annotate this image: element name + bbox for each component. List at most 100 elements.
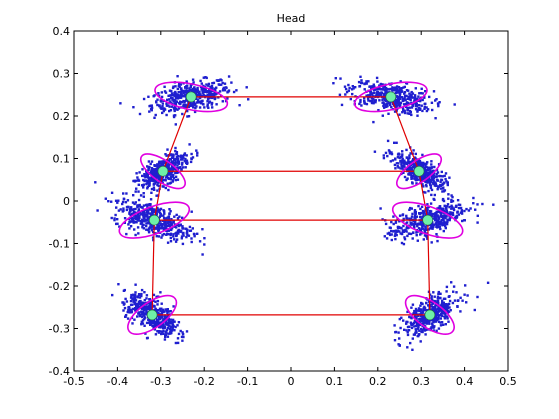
scatter-point — [435, 212, 438, 215]
scatter-point — [398, 87, 401, 90]
scatter-point — [391, 88, 394, 91]
scatter-point — [371, 92, 374, 95]
scatter-point — [163, 212, 166, 215]
scatter-point — [403, 159, 406, 162]
scatter-point — [121, 200, 125, 204]
scatter-point — [165, 309, 169, 313]
scatter-point — [351, 85, 354, 88]
scatter-point — [392, 222, 395, 226]
scatter-point — [190, 237, 193, 240]
scatter-point — [174, 157, 177, 161]
scatter-point — [407, 89, 410, 92]
scatter-point — [177, 94, 180, 97]
scatter-point — [358, 102, 361, 106]
scatter-point — [425, 162, 428, 166]
scatter-point — [174, 146, 177, 150]
scatter-point — [110, 216, 113, 220]
scatter-point — [400, 96, 403, 99]
scatter-point — [392, 215, 395, 218]
scatter-point — [373, 150, 377, 153]
scatter-point — [429, 327, 432, 330]
scatter-point — [430, 225, 433, 228]
scatter-point — [390, 233, 393, 236]
scatter-point — [175, 231, 178, 234]
scatter-point — [418, 318, 421, 321]
scatter-point — [145, 228, 148, 231]
scatter-point — [395, 230, 398, 234]
scatter-point — [171, 161, 175, 165]
scatter-point — [147, 209, 150, 213]
scatter-point — [163, 210, 166, 213]
scatter-point — [133, 202, 136, 206]
scatter-point — [168, 327, 172, 330]
scatter-point — [412, 220, 415, 223]
scatter-point — [432, 212, 435, 216]
scatter-point — [116, 218, 119, 221]
scatter-point — [134, 211, 137, 214]
scatter-point — [119, 208, 122, 211]
scatter-point — [185, 235, 188, 239]
scatter-point — [439, 214, 442, 217]
scatter-point — [446, 306, 450, 309]
scatter-point — [201, 89, 204, 92]
scatter-point — [158, 325, 161, 329]
scatter-point — [428, 171, 431, 174]
scatter-point — [223, 89, 227, 92]
scatter-point — [447, 197, 450, 200]
cluster-center — [424, 309, 436, 321]
scatter-point — [395, 89, 399, 93]
scatter-point — [415, 102, 418, 105]
scatter-point — [411, 182, 414, 185]
scatter-point — [139, 302, 142, 305]
scatter-point — [152, 293, 156, 297]
scatter-point — [447, 212, 450, 216]
scatter-point — [410, 177, 413, 180]
scatter-point — [169, 325, 172, 329]
scatter-point — [391, 86, 394, 89]
scatter-point — [429, 202, 433, 205]
scatter-point — [476, 203, 479, 206]
scatter-point — [158, 104, 161, 107]
scatter-point — [175, 152, 178, 156]
scatter-point — [430, 101, 434, 104]
scatter-point — [411, 237, 414, 240]
scatter-point — [149, 226, 152, 229]
scatter-point — [146, 205, 149, 209]
scatter-point — [187, 234, 191, 237]
scatter-point — [168, 212, 171, 215]
scatter-point — [141, 302, 144, 305]
scatter-point — [410, 168, 413, 171]
scatter-point — [451, 195, 454, 199]
scatter-point — [360, 79, 363, 82]
scatter-point — [469, 207, 472, 210]
scatter-point — [182, 92, 185, 95]
scatter-point — [158, 330, 161, 333]
scatter-point — [369, 90, 373, 93]
scatter-point — [141, 312, 144, 316]
scatter-point — [189, 101, 192, 105]
scatter-point — [425, 302, 428, 305]
scatter-point — [163, 310, 166, 313]
scatter-point — [169, 100, 172, 103]
scatter-point — [156, 181, 160, 184]
link-lines — [151, 96, 431, 316]
scatter-point — [139, 219, 143, 223]
scatter-point — [145, 305, 148, 309]
scatter-point — [180, 91, 183, 95]
scatter-point — [409, 167, 412, 170]
scatter-point — [423, 329, 427, 332]
scatter-point — [426, 161, 429, 164]
scatter-point — [174, 102, 177, 105]
scatter-point — [207, 84, 210, 87]
scatter-point — [172, 324, 175, 328]
scatter-point — [125, 300, 129, 303]
scatter-point — [167, 310, 171, 313]
scatter-point — [344, 87, 348, 91]
scatter-point — [389, 103, 392, 107]
scatter-point — [369, 99, 372, 103]
scatter-point — [352, 87, 355, 90]
scatter-point — [421, 109, 424, 113]
scatter-point — [402, 97, 405, 100]
cluster-center — [422, 214, 434, 226]
cluster-ellipse — [396, 153, 443, 190]
